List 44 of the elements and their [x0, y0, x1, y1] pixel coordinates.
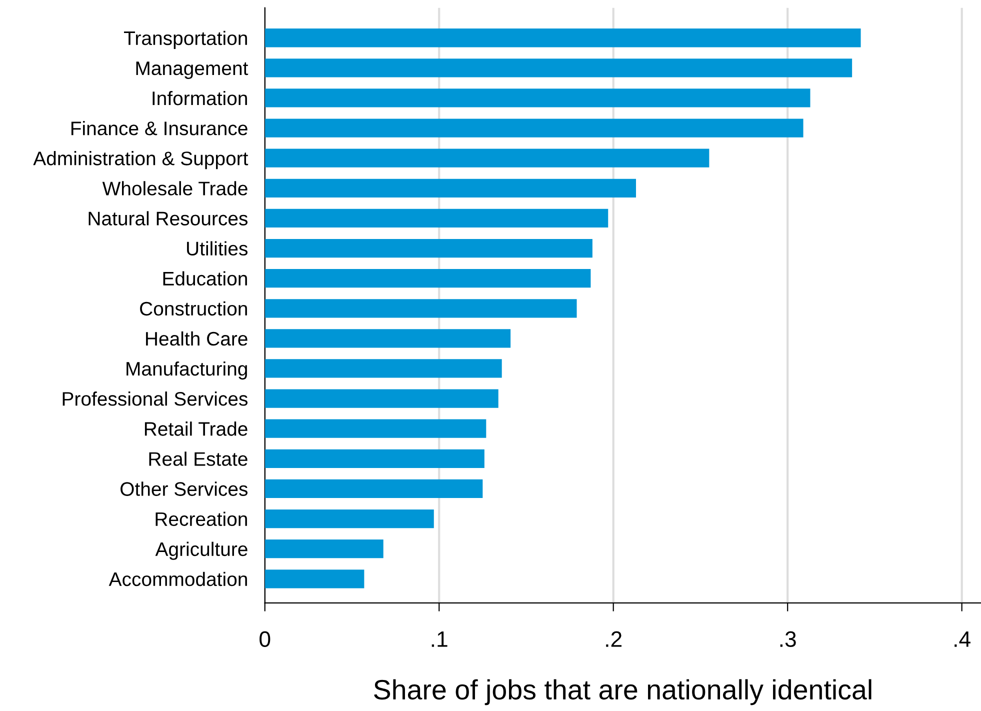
y-tick-label: Accommodation — [108, 572, 247, 586]
bar — [264, 509, 434, 528]
bar — [264, 329, 511, 348]
y-tick-label: Wholesale Trade — [102, 181, 248, 196]
x-tick-label: 0 — [260, 631, 270, 648]
y-tick-label: Finance & Insurance — [71, 121, 248, 136]
y-tick-label: Real Estate — [149, 452, 248, 466]
bar — [264, 449, 484, 468]
bar — [264, 88, 810, 108]
y-tick-label: Administration & Support — [33, 151, 248, 170]
y-tick-label: Transportation — [124, 30, 247, 49]
bar — [264, 208, 608, 228]
bar — [264, 299, 577, 318]
x-axis-title: Share of jobs that are nationally identical — [374, 679, 872, 706]
bar — [264, 479, 483, 498]
bar — [264, 419, 486, 438]
y-tick-label: Retail Trade — [144, 422, 248, 436]
x-tick-label: .3 — [780, 631, 796, 648]
bar — [264, 28, 861, 48]
y-tick-label: Manufacturing — [126, 361, 247, 380]
bar — [264, 389, 498, 408]
y-tick-label: Natural Resources — [88, 211, 248, 226]
y-tick-label: Education — [163, 271, 247, 286]
bar — [264, 178, 636, 198]
x-tick-label: .2 — [606, 631, 622, 647]
y-tick-label: Construction — [140, 301, 247, 316]
y-tick-label: Agriculture — [155, 542, 248, 560]
y-tick-label: Other Services — [120, 482, 248, 496]
y-tick-label: Information — [152, 90, 247, 106]
bar — [264, 359, 502, 378]
bar — [264, 238, 592, 258]
bar — [264, 118, 804, 138]
y-tick-label: Health Care — [146, 331, 248, 346]
bar — [264, 58, 852, 78]
bar — [264, 269, 591, 288]
y-tick-label: Recreation — [156, 512, 247, 526]
y-tick-label: Professional Services — [62, 392, 248, 406]
bar — [264, 540, 384, 558]
y-tick-label: Management — [136, 62, 248, 80]
bar — [264, 570, 364, 588]
y-tick-label: Utilities — [187, 241, 248, 256]
x-tick-label: .4 — [954, 632, 970, 647]
bar — [264, 148, 710, 168]
x-tick-label: .1 — [432, 632, 448, 647]
